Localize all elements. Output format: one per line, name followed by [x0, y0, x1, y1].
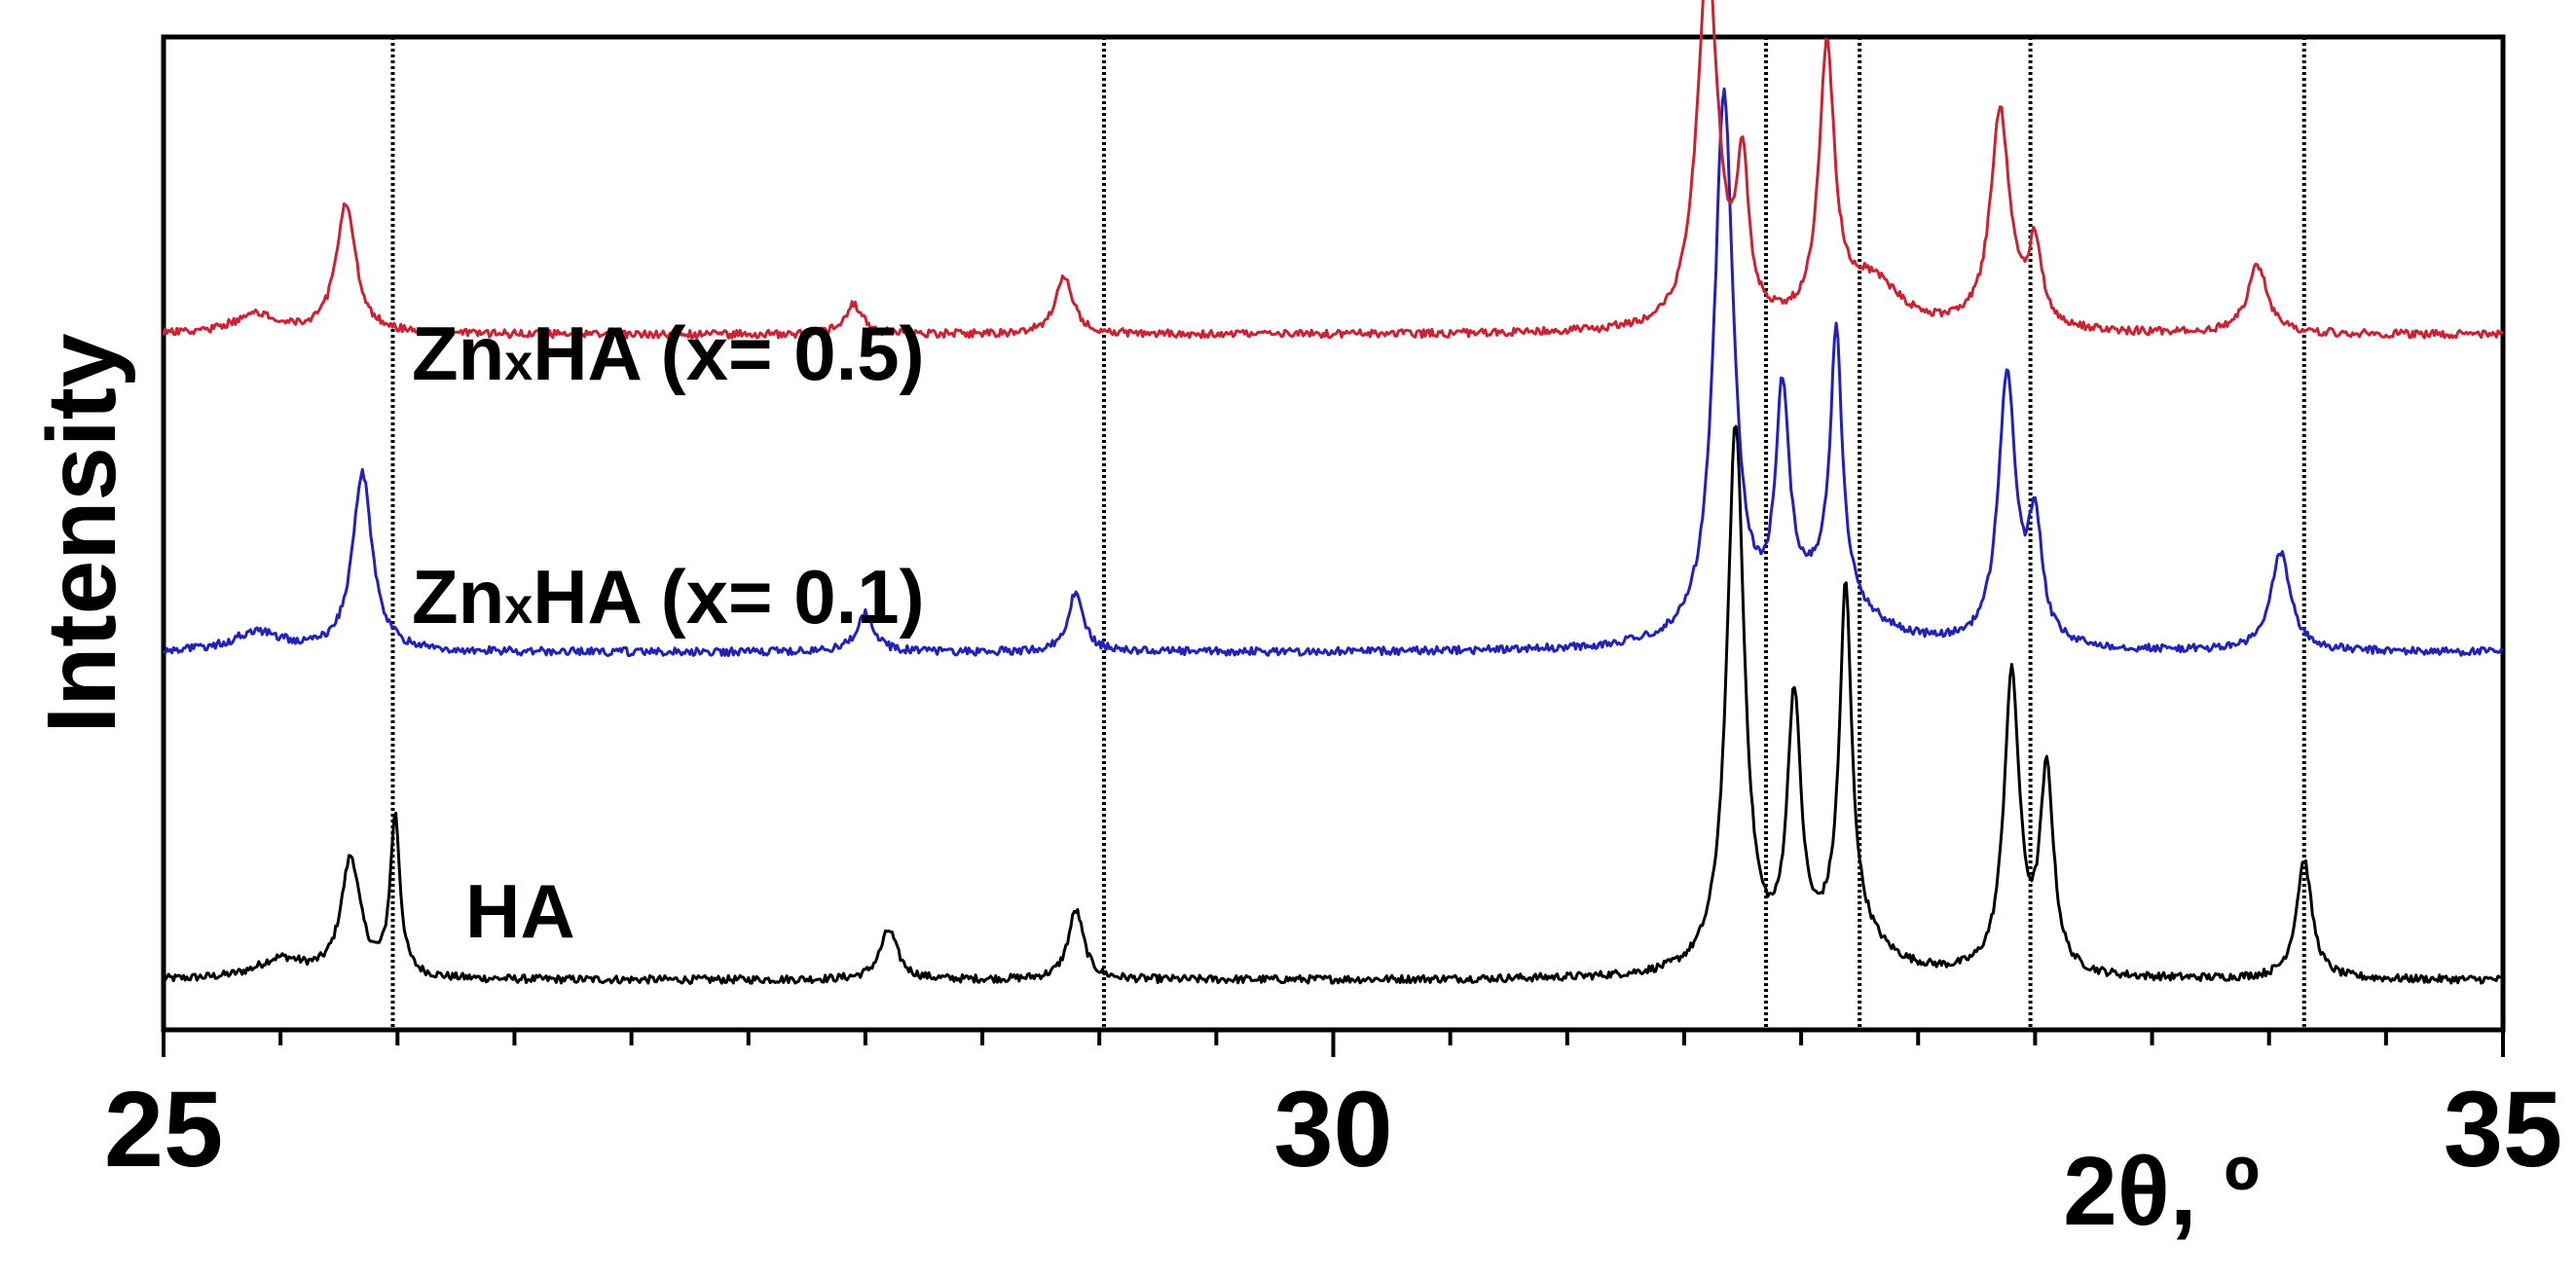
series-label-x05-subscript: x — [504, 335, 533, 391]
series-label-x01-part2: HA (x= 0.1) — [533, 554, 924, 640]
x-tick-labels: 25 30 35 — [104, 1070, 2562, 1189]
series-label-x05-part2: HA (x= 0.5) — [533, 311, 924, 396]
x-axis-title: 2θ, º — [2063, 1137, 2260, 1246]
series-label-x01: ZnxHA (x= 0.1) — [412, 554, 925, 640]
series-label-x01-part1: Zn — [412, 554, 504, 640]
series-line-0 — [162, 424, 2503, 985]
x-tick-label: 30 — [1273, 1070, 1392, 1189]
series-label-x01-subscript: x — [504, 578, 533, 635]
x-tick-label: 35 — [2444, 1070, 2562, 1189]
x-tick-label: 25 — [104, 1070, 223, 1189]
series-label-x05-part1: Zn — [412, 311, 504, 396]
series-line-2 — [162, 0, 2505, 340]
y-axis-title: Intensity — [27, 333, 136, 734]
series-group — [162, 0, 2505, 985]
series-label-ha: HA — [465, 868, 575, 954]
reference-lines — [390, 37, 2306, 1030]
series-label-x05: ZnxHA (x= 0.5) — [412, 311, 925, 396]
series-line-1 — [162, 87, 2504, 658]
x-ticks — [162, 1030, 2505, 1057]
series-label-ha-part1: HA — [465, 868, 575, 954]
